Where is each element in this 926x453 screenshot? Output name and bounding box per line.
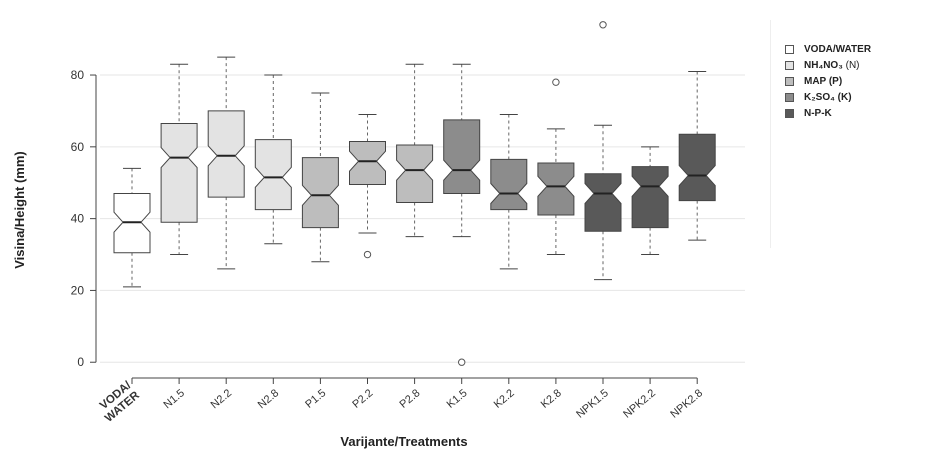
y-axis-title: Visina/Height (mm) [12,151,27,269]
box-10 [584,21,622,384]
box-1 [160,63,198,384]
x-tick-label-2: N2.2 [209,387,235,411]
x-tick-label-3: N2.8 [256,387,282,411]
legend-label-k: K₂SO₄ (K) [804,91,852,103]
y-tick-label-20: 20 [71,283,85,297]
box-body [490,158,528,211]
box-4 [301,92,339,384]
x-tick-label-7: K1.5 [445,387,470,411]
legend-label-p: MAP (P) [804,75,843,87]
y-tick-label-0: 0 [77,355,84,369]
x-tick-label-11: NPK2.2 [621,387,658,421]
legend-label-n: NH₄NO₃ [804,59,843,71]
box-body [207,110,245,198]
box-body [678,133,716,202]
box-body [584,173,622,232]
outlier-point [552,78,560,86]
x-tick-label-4: P1.5 [303,387,328,411]
x-axis-title: Varijante/Treatments [340,434,467,449]
box-9 [537,78,575,384]
box-11 [631,146,669,384]
x-tick-label-0: VODA/WATER [95,379,143,425]
legend-item-npk: N-P-K [785,106,832,120]
legend-item-n: NH₄NO₃ (N) [785,58,860,72]
box-body [537,162,575,216]
legend-swatch-water [785,44,794,54]
y-tick-label-60: 60 [71,140,85,154]
x-tick-label-9: K2.8 [539,387,564,411]
box-0 [113,167,151,384]
outlier-point [599,21,607,29]
box-body [631,166,669,229]
box-body [396,144,434,203]
box-8 [490,114,528,384]
y-tick-label-80: 80 [71,68,85,82]
legend-item-water: VODA/WATER [785,42,871,56]
box-body [349,140,386,186]
x-tick-label-6: P2.8 [397,387,422,411]
legend-swatch-k [785,92,794,102]
x-tick-label-12: NPK2.8 [668,387,705,421]
x-tick-label-8: K2.2 [492,387,517,411]
outlier-point [363,250,372,259]
box-3 [254,74,292,384]
legend-label-water: VODA/WATER [804,43,872,55]
box-7 [443,63,481,384]
box-body [160,122,198,223]
box-body [301,157,339,229]
box-12 [678,70,716,384]
box-body [254,139,292,211]
legend-label-npk: N-P-K [804,107,832,119]
x-tick-label-1: N1.5 [162,387,188,411]
box-6 [396,63,434,384]
x-tick-label-5: P2.2 [350,387,375,411]
y-tick-label-40: 40 [71,212,85,226]
box-2 [207,56,245,384]
legend-item-k: K₂SO₄ (K) [785,90,852,104]
legend: VODA/WATER NH₄NO₃ (N) MAP (P) K₂SO₄ (K) … [770,20,921,248]
legend-item-p: MAP (P) [785,74,842,88]
legend-swatch-p [785,76,794,86]
outlier-point [458,358,466,366]
x-tick-label-10: NPK1.5 [574,387,611,421]
box-5 [349,114,386,384]
box-body [443,119,481,194]
legend-swatch-npk [785,108,794,118]
legend-swatch-n [785,60,794,70]
